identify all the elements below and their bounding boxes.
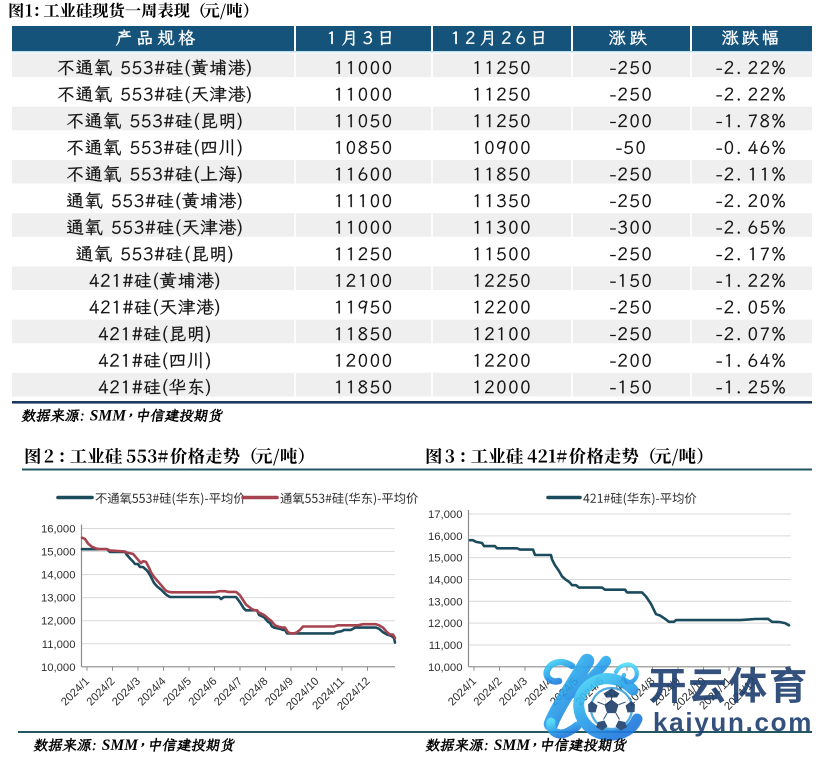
- svg-text:kaiyun.com: kaiyun.com: [653, 707, 813, 737]
- svg-text:12,000: 12,000: [41, 616, 76, 628]
- svg-text:14,000: 14,000: [41, 570, 76, 582]
- svg-text:16,000: 16,000: [428, 531, 463, 543]
- svg-text:10,000: 10,000: [428, 662, 463, 674]
- svg-text:13,000: 13,000: [428, 596, 463, 608]
- svg-text:17,000: 17,000: [428, 509, 463, 521]
- svg-text:15,000: 15,000: [428, 553, 463, 565]
- svg-text:14,000: 14,000: [428, 574, 463, 586]
- svg-text:13,000: 13,000: [41, 593, 76, 605]
- svg-text:16,000: 16,000: [41, 524, 76, 536]
- svg-text:10,000: 10,000: [41, 662, 76, 674]
- svg-text:12,000: 12,000: [428, 618, 463, 630]
- svg-text:SMM: SMM: [90, 408, 127, 425]
- svg-text:15,000: 15,000: [41, 547, 76, 559]
- svg-text:SMM: SMM: [494, 737, 531, 754]
- svg-text:11,000: 11,000: [42, 639, 76, 651]
- svg-text:SMM: SMM: [102, 737, 139, 754]
- svg-text:11,000: 11,000: [429, 640, 463, 652]
